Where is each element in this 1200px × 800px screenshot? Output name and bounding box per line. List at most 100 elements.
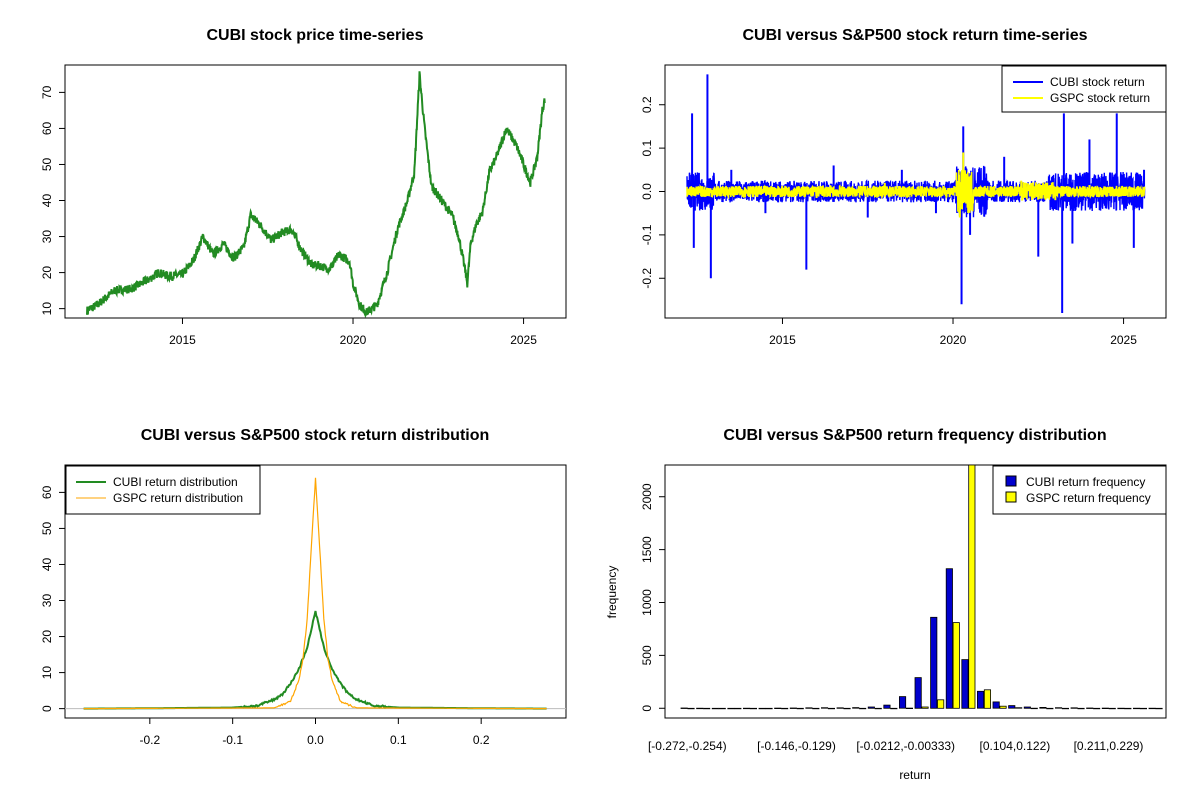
- panel-distribution: CUBI versus S&P500 stock return distribu…: [40, 427, 567, 747]
- legend-box: [1001, 65, 1167, 113]
- gspc-frequency-bar: [1093, 707, 1101, 710]
- panel-frequency: CUBI versus S&P500 return frequency dist…: [605, 427, 1167, 782]
- legend: CUBI return frequency GSPC return freque…: [992, 465, 1167, 515]
- y-tick-label: 500: [640, 645, 654, 665]
- y-tick-label: 40: [40, 557, 54, 571]
- chart-title: CUBI versus S&P500 stock return time-ser…: [742, 27, 1087, 44]
- cubi-frequency-bar: [727, 707, 735, 710]
- y-tick-label: 0.2: [640, 96, 654, 113]
- gspc-frequency-bar: [905, 707, 913, 709]
- y-tick-label: 20: [40, 266, 54, 280]
- cubi-frequency-bar: [883, 704, 891, 709]
- price-line: [86, 71, 546, 319]
- cubi-frequency-bar: [961, 659, 969, 709]
- y-tick-label: 1500: [640, 536, 654, 563]
- cubi-frequency-bar: [743, 707, 751, 710]
- y-tick-label: 0.0: [640, 183, 654, 200]
- y-tick-label: 30: [40, 594, 54, 608]
- axes: -0.2 -0.1 0.0 0.1 0.2 0 10 20 30 40 50 60: [40, 485, 490, 747]
- legend-label: CUBI return frequency: [1026, 475, 1145, 489]
- legend: CUBI stock return GSPC stock return: [1001, 65, 1167, 113]
- cubi-frequency-bar: [696, 707, 704, 710]
- x-tick-label: [0.104,0.122): [980, 739, 1051, 753]
- gspc-frequency-bar: [781, 707, 789, 710]
- gspc-frequency-bar: [890, 707, 898, 710]
- cubi-frequency-bar: [836, 707, 844, 709]
- legend-label: GSPC return distribution: [113, 491, 243, 505]
- x-tick-label: [-0.0212,-0.00333): [856, 739, 955, 753]
- cubi-frequency-bar: [1008, 705, 1016, 709]
- y-tick-label: 50: [40, 521, 54, 535]
- plot-frame: [64, 64, 567, 319]
- cubi-frequency-bar: [821, 707, 829, 709]
- axes: 2015 2020 2025 10 20 30 40 50 60 70: [40, 85, 537, 347]
- cubi-frequency-bar: [1023, 706, 1031, 709]
- price-series: [86, 71, 546, 319]
- gspc-frequency-bar: [937, 699, 945, 709]
- y-tick-label: 0.1: [640, 139, 654, 156]
- chart-title: CUBI stock price time-series: [207, 27, 424, 44]
- return-series: [686, 74, 1146, 313]
- x-tick-label: 2015: [169, 333, 196, 347]
- gspc-frequency-bar: [952, 622, 960, 709]
- axes: 0 500 1000 1500 2000 [-0.272,-0.254) [-0.146,-…: [640, 483, 1143, 753]
- x-tick-label: [0.211,0.229): [1074, 739, 1144, 753]
- x-axis-label: return: [899, 768, 930, 782]
- panel-price: CUBI stock price time-series 2015 2020 202…: [40, 27, 567, 347]
- cubi-frequency-bar: [680, 707, 688, 709]
- y-tick-label: 60: [40, 121, 54, 135]
- gspc-frequency-bar: [983, 689, 991, 709]
- gspc-frequency-bar: [734, 707, 742, 710]
- distribution-series: [65, 477, 566, 710]
- x-tick-label: 0.1: [390, 733, 407, 747]
- cubi-frequency-bar: [1070, 707, 1078, 709]
- y-tick-label: 40: [40, 194, 54, 208]
- legend-swatch: [1005, 491, 1017, 503]
- y-tick-label: -0.1: [640, 224, 654, 245]
- x-tick-label: 0.0: [307, 733, 324, 747]
- gspc-frequency-bar: [921, 706, 929, 709]
- y-axis-label: frequency: [605, 566, 619, 619]
- cubi-frequency-bar: [992, 701, 1000, 709]
- cubi-frequency-bar: [1086, 707, 1094, 709]
- cubi-frequency-bar: [930, 616, 938, 709]
- x-tick-label: 2020: [940, 333, 967, 347]
- cubi-frequency-bar: [914, 677, 922, 709]
- legend-label: GSPC return frequency: [1026, 491, 1151, 505]
- legend-label: GSPC stock return: [1050, 91, 1150, 105]
- cubi-frequency-bar: [805, 707, 813, 709]
- y-tick-label: 50: [40, 157, 54, 171]
- gspc-frequency-bar: [1139, 707, 1148, 710]
- x-tick-label: 2025: [1110, 333, 1137, 347]
- cubi-frequency-bar: [711, 707, 719, 710]
- gspc-frequency-bar: [703, 707, 711, 710]
- y-tick-label: 60: [40, 485, 54, 499]
- gspc-frequency-bar: [1124, 707, 1132, 710]
- gspc-frequency-bar: [874, 707, 882, 710]
- y-tick-label: 0: [640, 705, 654, 712]
- cubi-frequency-bar: [1101, 707, 1109, 709]
- gspc-frequency-bar: [843, 707, 851, 710]
- gspc-frequency-bar: [1108, 707, 1116, 710]
- y-tick-label: 0: [40, 705, 54, 712]
- x-tick-label: 0.2: [473, 733, 490, 747]
- gspc-frequency-bar: [1155, 707, 1163, 710]
- gspc-density-line: [83, 477, 547, 710]
- x-tick-label: 2025: [510, 333, 537, 347]
- plot-frame: [664, 464, 1167, 719]
- cubi-frequency-bar: [899, 696, 907, 709]
- gspc-frequency-bar: [687, 707, 695, 710]
- chart-title: CUBI versus S&P500 stock return distribu…: [141, 427, 490, 444]
- gspc-frequency-bar: [999, 705, 1007, 709]
- gspc-frequency-bar: [812, 707, 820, 710]
- y-tick-label: 10: [40, 666, 54, 680]
- gspc-return-line: [686, 169, 1146, 214]
- legend-label: CUBI stock return: [1050, 75, 1145, 89]
- y-tick-label: 20: [40, 630, 54, 644]
- gspc-frequency-bar: [718, 707, 726, 710]
- gspc-frequency-bar: [1077, 707, 1085, 710]
- gspc-frequency-bar: [765, 707, 773, 710]
- x-tick-label: [-0.272,-0.254): [648, 739, 727, 753]
- legend: CUBI return distribution GSPC return dis…: [65, 465, 261, 515]
